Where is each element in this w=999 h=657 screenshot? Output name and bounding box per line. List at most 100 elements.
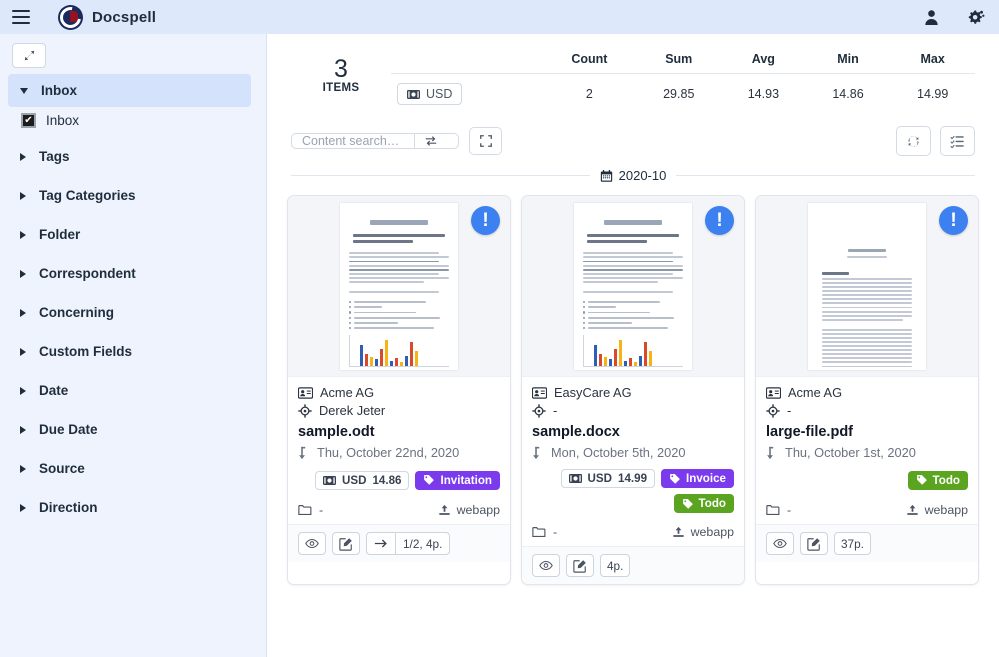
main-content: 3 ITEMS Count Sum Avg Min Max — [267, 34, 999, 657]
item-thumbnail[interactable]: ! — [288, 196, 510, 377]
sidebar-item-tag-categories[interactable]: Tag Categories — [8, 179, 251, 212]
column-header-avg: Avg — [721, 46, 806, 74]
item-date-row: Mon, October 5th, 2020 — [532, 445, 734, 460]
exclamation-badge-icon[interactable]: ! — [939, 206, 968, 235]
item-card[interactable]: ! Acme AG — [755, 195, 979, 585]
group-divider-label-wrap: 2020-10 — [600, 168, 667, 183]
hamburger-icon[interactable] — [12, 10, 30, 24]
open-item-button[interactable]: 1/2, 4p. — [366, 532, 451, 555]
sidebar-item-tags[interactable]: Tags — [8, 140, 251, 173]
preview-button[interactable] — [766, 532, 794, 555]
tag-label: Todo — [698, 497, 726, 510]
tag-label: Invoice — [686, 472, 726, 485]
list-settings-icon[interactable] — [940, 126, 975, 156]
preview-button[interactable] — [532, 554, 560, 577]
group-divider-label: 2020-10 — [618, 168, 667, 183]
tag-badge[interactable]: Invitation — [415, 470, 500, 490]
money-amount: 14.86 — [372, 473, 402, 487]
currency-chip[interactable]: USD — [397, 83, 463, 105]
sidebar-item-direction[interactable]: Direction — [8, 491, 251, 524]
sidebar-item-correspondent[interactable]: Correspondent — [8, 257, 251, 290]
folder-icon — [532, 527, 546, 538]
exclamation-badge-icon[interactable]: ! — [471, 206, 500, 235]
concerning-name: - — [787, 403, 792, 418]
crosshair-icon — [766, 403, 780, 418]
correspondent-name: EasyCare AG — [554, 385, 632, 400]
item-source-label: webapp — [924, 503, 968, 517]
sidebar-item-date[interactable]: Date — [8, 374, 251, 407]
edit-button[interactable] — [800, 532, 828, 555]
edit-square-icon — [807, 537, 820, 551]
arrow-down-icon — [767, 446, 774, 459]
item-thumbnail[interactable]: ! — [522, 196, 744, 377]
group-divider: 2020-10 — [267, 168, 999, 183]
expand-diagonal-icon[interactable] — [12, 43, 46, 68]
concerning-row: Derek Jeter — [298, 403, 500, 418]
folder-icon — [298, 505, 312, 516]
item-count: 3 ITEMS — [291, 46, 391, 95]
arrow-right-icon — [367, 533, 395, 554]
currency-cell: USD — [391, 74, 542, 115]
tag-badge[interactable]: Todo — [673, 494, 734, 513]
eye-icon — [539, 560, 553, 571]
sidebar-item-concerning[interactable]: Concerning — [8, 296, 251, 329]
item-folder-row: - webapp — [766, 499, 968, 524]
sidebar-item-label: Concerning — [39, 305, 115, 320]
sidebar-item-inbox[interactable]: Inbox — [8, 74, 251, 107]
item-actions: 4p. — [522, 546, 744, 584]
tag-badge[interactable]: Invoice — [661, 469, 734, 488]
money-icon — [322, 475, 336, 485]
refresh-icon[interactable] — [896, 126, 931, 156]
sidebar-item-label: Correspondent — [39, 266, 136, 281]
exclamation-badge-icon[interactable]: ! — [705, 206, 734, 235]
upload-icon — [906, 504, 918, 515]
money-amount: 14.99 — [618, 472, 648, 485]
address-card-icon — [532, 386, 547, 399]
column-header-min: Min — [805, 46, 891, 74]
search-box[interactable] — [291, 133, 459, 149]
stats-table: Count Sum Avg Min Max — [391, 46, 975, 114]
column-header-count: Count — [542, 46, 637, 74]
checkbox-checked-icon[interactable]: ✔ — [21, 113, 36, 128]
item-folder: - — [553, 525, 558, 539]
sidebar-item-custom-fields[interactable]: Custom Fields — [8, 335, 251, 368]
item-card[interactable]: ! EasyCare AG — [521, 195, 745, 585]
pages-label: 37p. — [834, 532, 871, 555]
correspondent-row: Acme AG — [298, 385, 500, 400]
sidebar-item-folder[interactable]: Folder — [8, 218, 251, 251]
divider-line-right — [676, 175, 975, 176]
expand-corners-icon[interactable] — [469, 127, 502, 155]
pages-label: 1/2, 4p. — [395, 533, 449, 554]
item-folder-row: - webapp — [298, 499, 500, 524]
thumbnail-page-preview — [574, 203, 692, 370]
item-date: Thu, October 1st, 2020 — [785, 445, 916, 460]
gears-icon[interactable] — [966, 9, 985, 26]
search-input[interactable] — [292, 134, 414, 148]
chevron-right-icon — [20, 152, 26, 161]
crosshair-icon — [532, 403, 546, 418]
chevron-right-icon — [20, 269, 26, 278]
tag-icon — [424, 475, 435, 485]
sidebar-item-source[interactable]: Source — [8, 452, 251, 485]
docspell-logo-icon — [58, 4, 83, 30]
item-date: Mon, October 5th, 2020 — [551, 445, 686, 460]
item-name: large-file.pdf — [766, 424, 854, 440]
tag-badge[interactable]: Todo — [907, 470, 968, 490]
chevron-right-icon — [20, 386, 26, 395]
edit-button[interactable] — [332, 532, 360, 555]
item-card[interactable]: ! Acme AG — [287, 195, 511, 585]
arrows-swap-icon[interactable] — [414, 134, 447, 148]
item-card-list: ! Acme AG — [267, 195, 999, 585]
chevron-right-icon — [20, 191, 26, 200]
tag-label: Invitation — [440, 473, 492, 487]
sidebar-item-label: Custom Fields — [39, 344, 133, 359]
search-toolbar — [267, 120, 999, 168]
sidebar-item-due-date[interactable]: Due Date — [8, 413, 251, 446]
item-thumbnail[interactable]: ! — [756, 196, 978, 377]
user-icon[interactable] — [923, 9, 940, 26]
sidebar-inbox-checkbox[interactable]: ✔ Inbox — [0, 107, 266, 134]
pages-label: 4p. — [600, 554, 631, 577]
edit-button[interactable] — [566, 554, 594, 577]
preview-button[interactable] — [298, 532, 326, 555]
table-header-row: Count Sum Avg Min Max — [391, 46, 975, 74]
